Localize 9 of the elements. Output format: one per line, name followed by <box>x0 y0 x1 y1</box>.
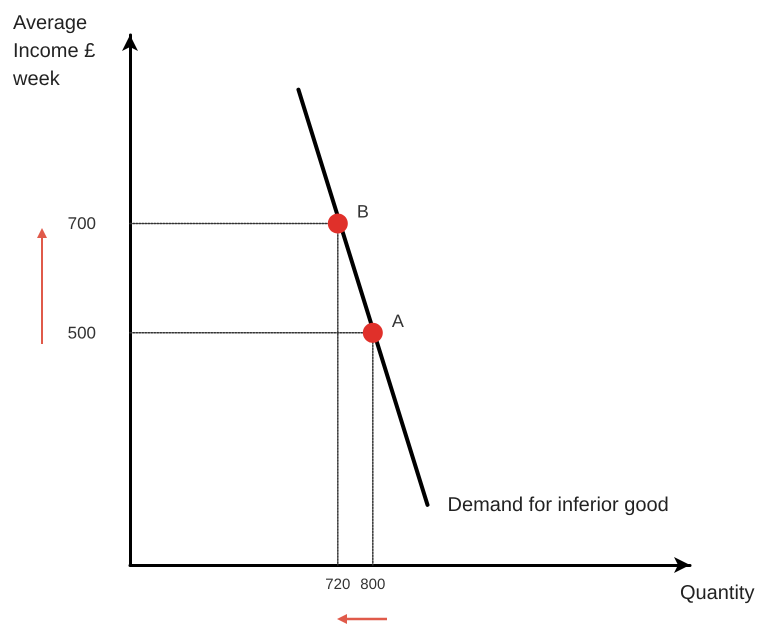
x-tick-label: 800 <box>360 576 386 593</box>
series-label: Demand for inferior good <box>448 494 669 516</box>
y-axis-title: Average Income £ week <box>12 12 101 90</box>
x-axis-title: Quantity <box>680 582 754 604</box>
data-label: B <box>356 202 369 222</box>
y-tick-label: 700 <box>68 214 96 234</box>
x-tick-label: 720 <box>325 576 350 593</box>
y-tick-label: 500 <box>68 323 96 342</box>
data-label: A <box>392 310 404 331</box>
